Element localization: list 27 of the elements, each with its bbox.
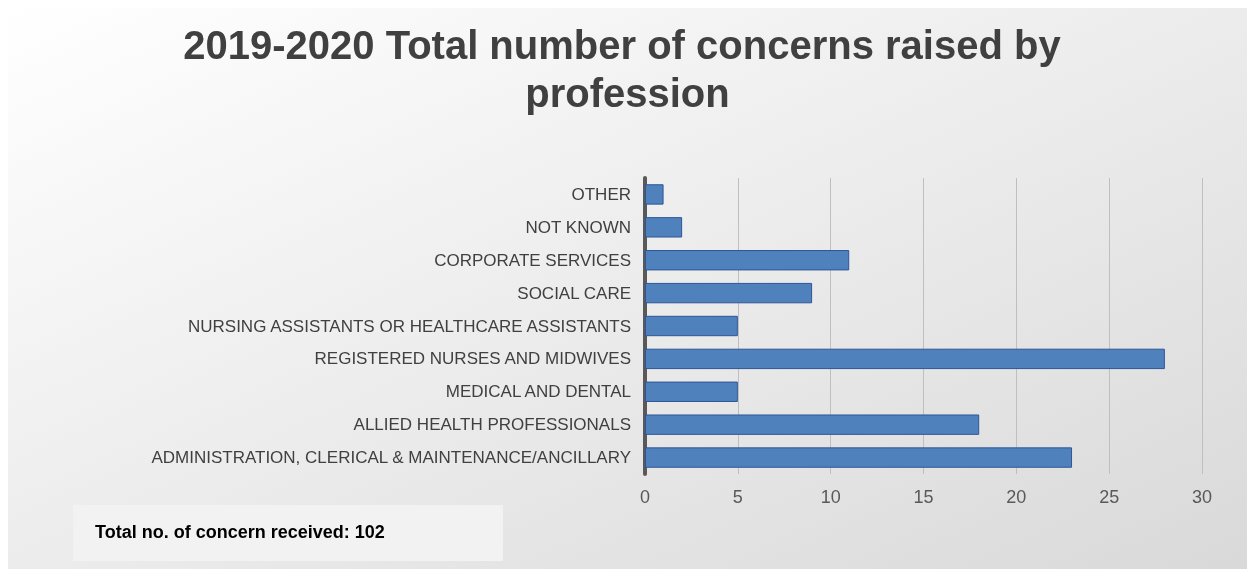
- text: Total no. of concern received: 102: [95, 522, 385, 542]
- y-tick-label: ALLIED HEALTH PROFESSIONALS: [353, 415, 631, 435]
- x-tick-label: 10: [820, 487, 841, 507]
- y-tick-label: CORPORATE SERVICES: [434, 250, 631, 270]
- x-tick-label: 20: [1006, 487, 1027, 507]
- x-tick-label: 25: [1099, 487, 1120, 507]
- chart-title: 2019-2020 Total number of concerns raised by profession: [183, 23, 1072, 115]
- x-tick-label: 30: [1191, 487, 1213, 507]
- y-tick-label: REGISTERED NURSES AND MIDWIVES: [314, 349, 631, 369]
- y-tick-label: NURSING ASSISTANTS OR HEALTHCARE ASSISTANTS: [187, 316, 631, 336]
- bar: [645, 250, 850, 271]
- bar: [645, 447, 1073, 468]
- bar: [645, 381, 738, 402]
- bar: [645, 315, 738, 337]
- x-tick-label: 0: [639, 487, 651, 507]
- bar: [645, 184, 664, 205]
- y-tick-label: NOT KNOWN: [525, 217, 631, 237]
- bar: [645, 217, 683, 238]
- x-tick-label: 15: [913, 487, 934, 507]
- bar: [645, 348, 1165, 370]
- bar: [645, 282, 813, 304]
- bar: [645, 414, 980, 435]
- y-tick-label: ADMINISTRATION, CLERICAL & MAINTENANCE/ANCILLARY: [151, 448, 631, 468]
- y-tick-label: SOCIAL CARE: [517, 283, 631, 303]
- x-tick-label: 5: [732, 487, 743, 507]
- y-tick-label: MEDICAL AND DENTAL: [445, 382, 631, 402]
- y-tick-label: OTHER: [571, 184, 631, 204]
